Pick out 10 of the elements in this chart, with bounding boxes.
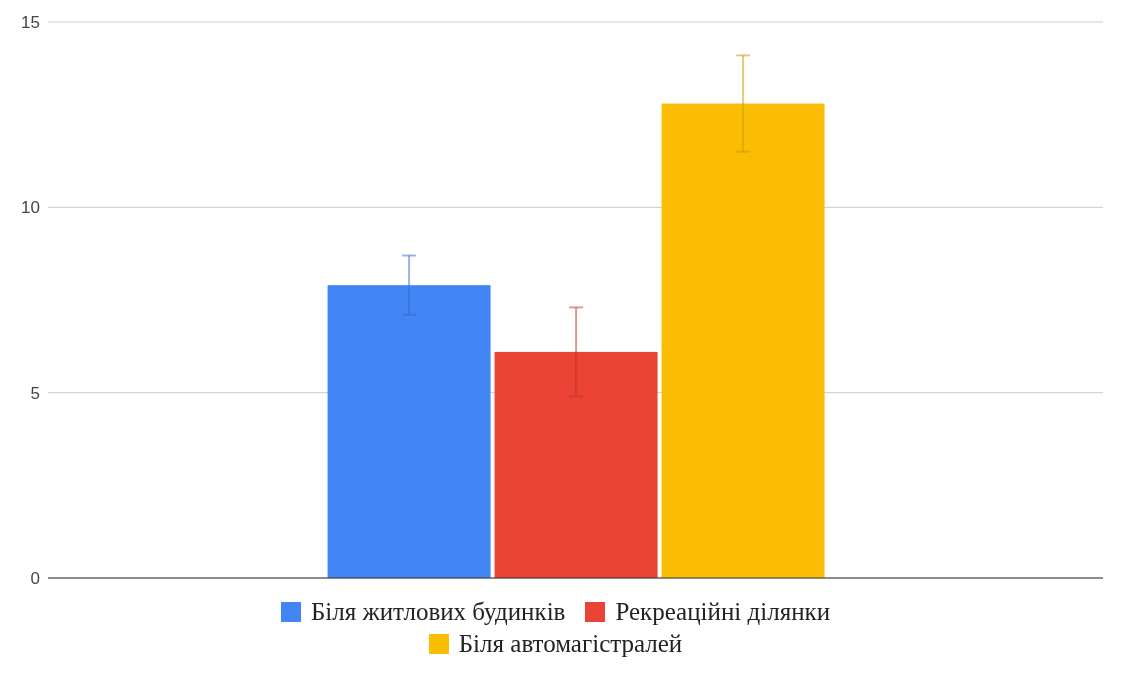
y-tick-label: 0 (30, 569, 40, 589)
legend-label: Біля автомагістралей (458, 630, 683, 658)
y-tick-label: 10 (21, 198, 40, 218)
legend-label: Рекреаційні ділянки (615, 598, 831, 626)
bar (661, 103, 825, 578)
bar (494, 351, 658, 578)
legend-label: Біля житлових будинків (310, 598, 566, 626)
bar (327, 285, 491, 578)
y-tick-label: 5 (30, 383, 40, 403)
y-tick-label: 15 (21, 13, 40, 33)
